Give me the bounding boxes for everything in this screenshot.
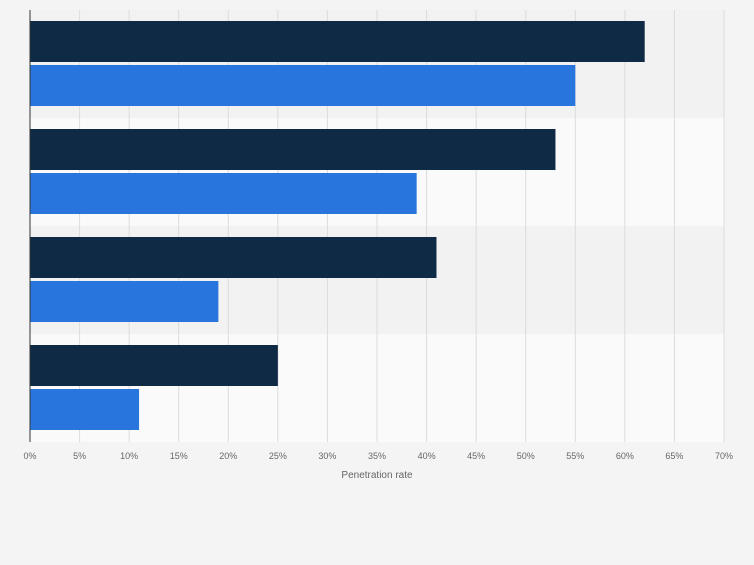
x-tick-label: 65% [665,451,683,461]
bar-series-1-category-1 [30,21,645,62]
x-tick-label: 35% [368,451,386,461]
bar-series-1-category-3 [30,237,437,278]
x-tick-label: 30% [318,451,336,461]
bar-series-2-category-2 [30,173,417,214]
x-tick-label: 25% [269,451,287,461]
x-tick-label: 20% [219,451,237,461]
bar-series-2-category-3 [30,281,219,322]
x-axis-title: Penetration rate [341,470,413,481]
x-tick-label: 45% [467,451,485,461]
x-tick-label: 40% [418,451,436,461]
x-tick-label: 5% [73,451,86,461]
x-tick-label: 0% [23,451,36,461]
bar-series-1-category-2 [30,129,556,170]
x-tick-label: 55% [566,451,584,461]
bar-series-2-category-4 [30,389,140,430]
x-tick-label: 60% [616,451,634,461]
x-tick-label: 10% [120,451,138,461]
x-tick-label: 15% [170,451,188,461]
bar-series-1-category-4 [30,345,278,386]
x-tick-label: 70% [715,451,733,461]
x-tick-label: 50% [517,451,535,461]
bar-series-2-category-1 [30,65,576,106]
